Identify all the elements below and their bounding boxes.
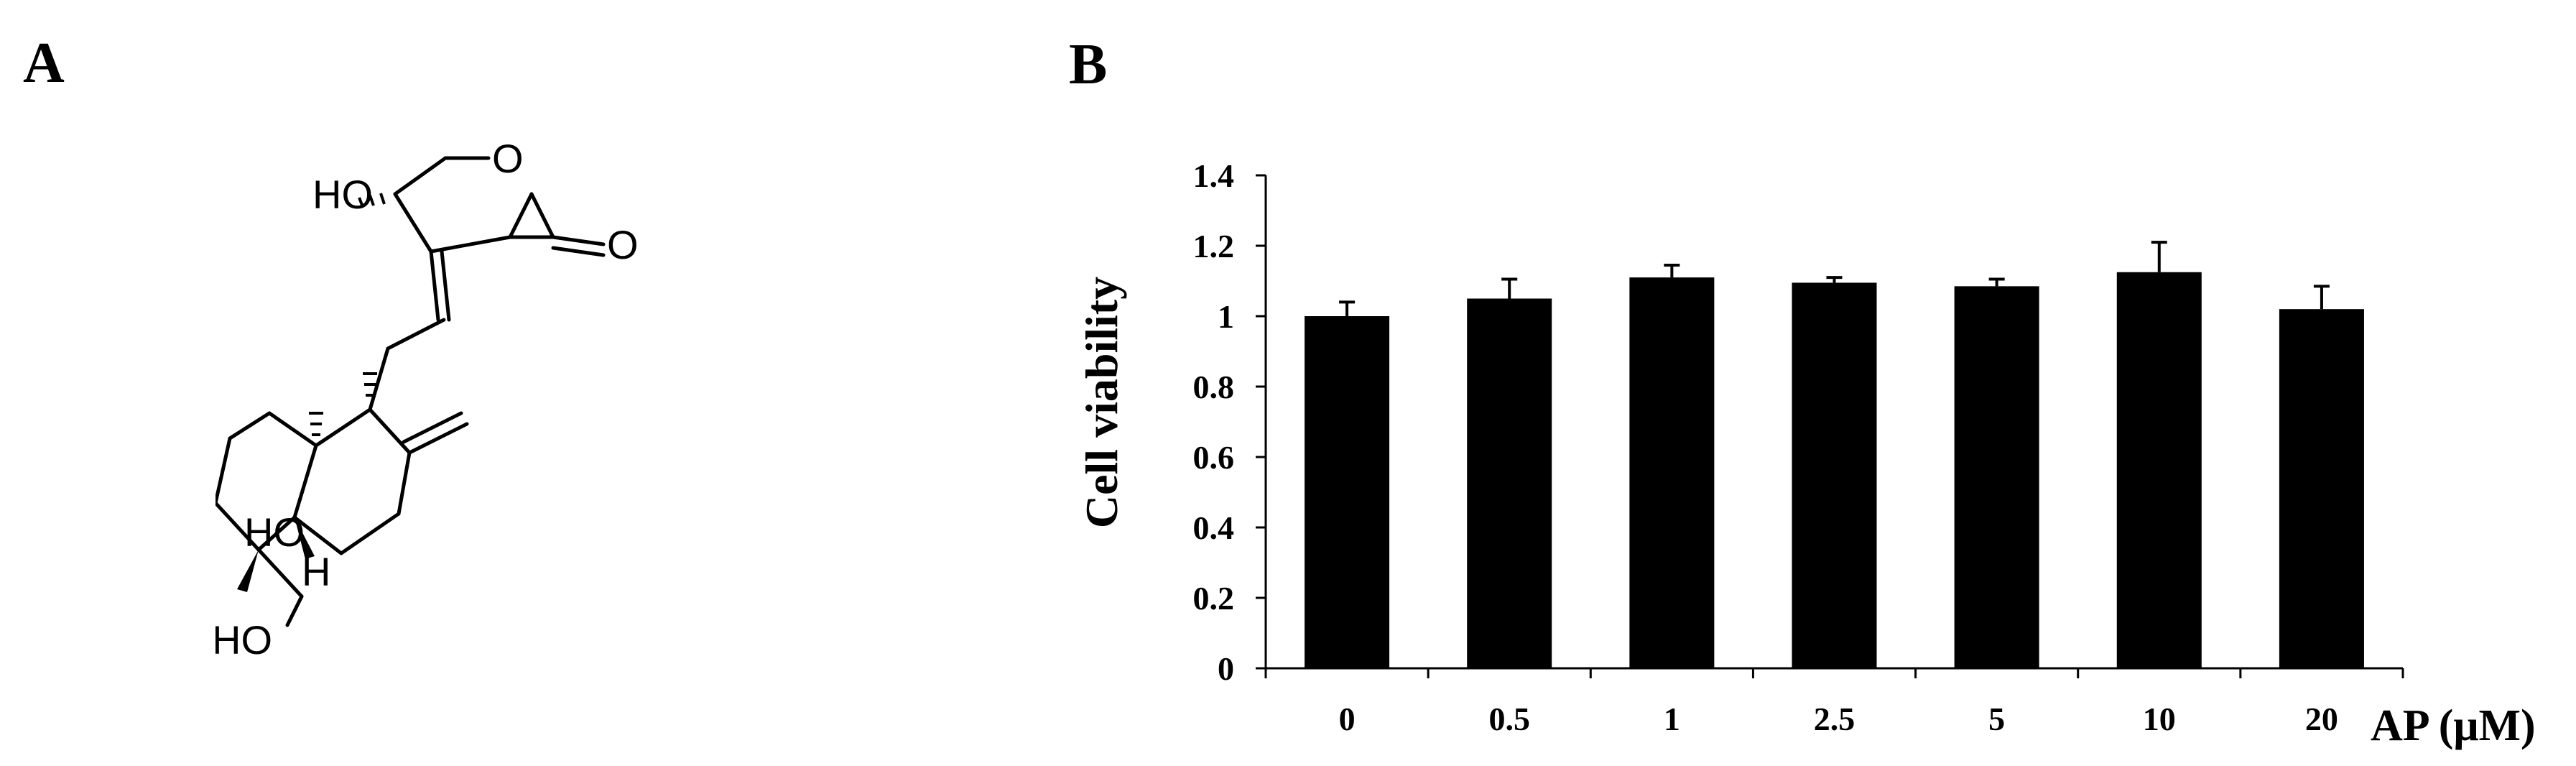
y-tick-label: 0 [1218,650,1234,687]
x-tick-label: 1 [1664,701,1680,737]
y-tick-label: 1 [1218,298,1234,335]
y-tick-label: 0.6 [1193,439,1235,476]
x-tick-labels: 0 0.5 1 2.5 5 10 20 [1339,701,2338,737]
bar [1629,277,1715,669]
bar [1467,298,1552,668]
y-tick-labels: 0 0.2 0.4 0.6 0.8 1 1.2 1.4 [1193,157,1235,687]
panel-label-a: A [23,32,65,95]
y-axis [1256,174,1267,670]
structure-label-h: H [302,549,330,594]
y-tick-label: 0.8 [1193,369,1235,405]
x-axis-label: AP (μM) [2371,701,2536,750]
error-bars [1339,241,2330,316]
bar [2279,309,2364,668]
bar [1792,282,1877,668]
y-tick-label: 0.2 [1193,580,1235,617]
structure-label-o-carbonyl: O [607,222,639,267]
y-tick-label: 0.4 [1193,509,1235,546]
x-tick-label: 2.5 [1814,701,1855,737]
chemical-structure: HO O O HO H HO [216,136,639,663]
y-tick-label: 1.2 [1193,228,1235,264]
structure-label-ho-top: HO [312,172,373,217]
x-tick-label: 20 [2305,701,2338,737]
x-tick-label: 5 [1988,701,2005,737]
y-axis-label: Cell viability [1076,277,1127,528]
structure-ho-left-holder: HO [244,509,305,555]
structure-label-ho-left-visible: HO [244,509,305,555]
bar [2116,272,2202,668]
structure-label-ho-bottom: HO [216,617,272,663]
x-tick-label: 0.5 [1488,701,1530,737]
y-tick-label: 1.4 [1193,157,1235,194]
bar [1305,316,1390,668]
bars [1305,272,2364,669]
bar [1954,286,2039,669]
x-axis [1264,667,2404,678]
structure-label-o-ring: O [492,136,524,181]
x-tick-label: 10 [2143,701,2176,737]
x-tick-label: 0 [1339,701,1356,737]
panel-label-b: B [1069,33,1108,96]
